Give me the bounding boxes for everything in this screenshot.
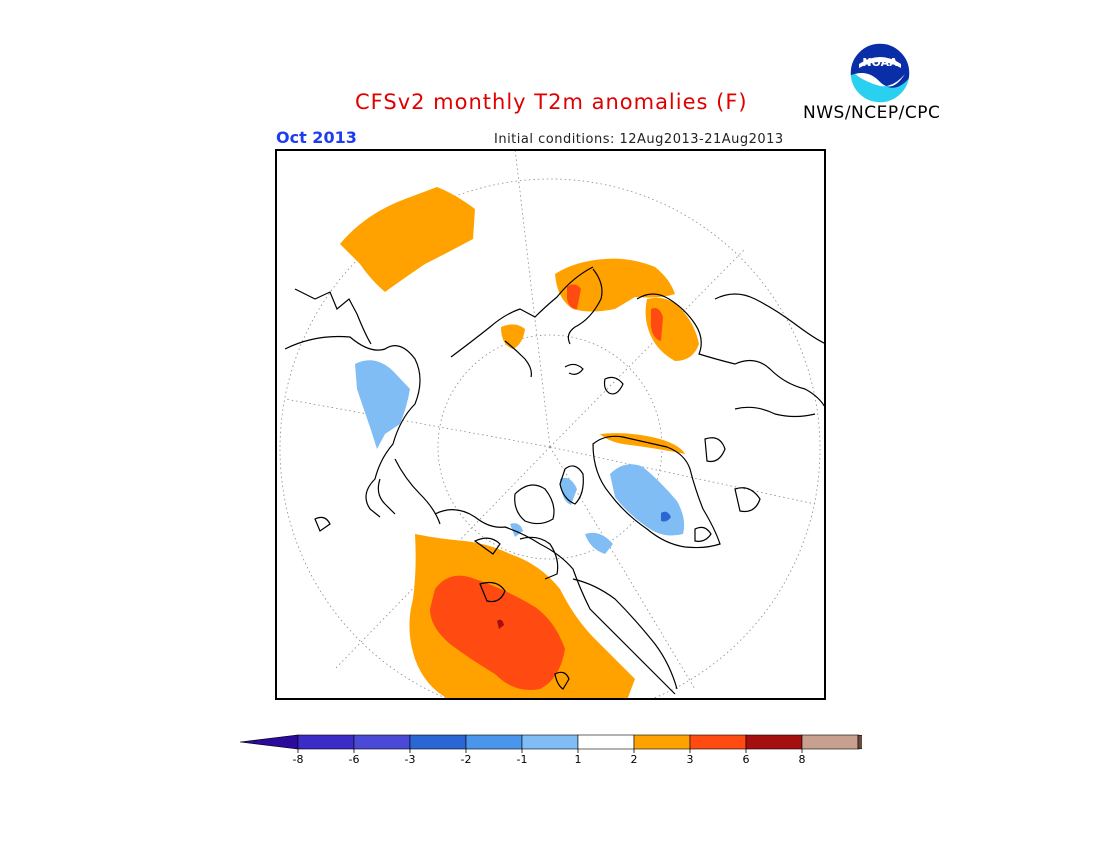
colorbar-swatch (577, 734, 635, 750)
colorbar-swatch (745, 734, 803, 750)
colorbar-tick-label: 3 (687, 753, 694, 766)
noaa-logo: NOAA (849, 42, 911, 104)
colorbar-swatch (353, 734, 411, 750)
latitude-circle-outer (279, 178, 821, 700)
anomaly-region-north-greenland-warm (600, 433, 685, 454)
colorbar-swatch (409, 734, 467, 750)
anomaly-region-scandinavia-warm-core (567, 284, 581, 309)
anomaly-region-east-asia-cool (355, 360, 410, 449)
colorbar-tick-label: -1 (517, 753, 528, 766)
colorbar-tick-label: 6 (743, 753, 750, 766)
anomaly-region-central-asia-warm (501, 324, 525, 349)
polar-map (275, 149, 826, 700)
anomaly-region-canadian-archipelago-cool (510, 477, 613, 554)
anomaly-region-western-us-warm-dark (497, 619, 504, 629)
anomaly-region-greenland-cool (610, 464, 685, 536)
anomaly-region-eastern-europe-warm-core (651, 308, 663, 341)
colorbar-tick-label: 1 (575, 753, 582, 766)
agency-label: NWS/NCEP/CPC (803, 103, 941, 123)
valid-month-label: Oct 2013 (276, 128, 357, 147)
anomaly-region-greenland-cool-core (661, 511, 671, 522)
map-frame (275, 149, 826, 700)
colorbar-arrow-below (240, 734, 299, 750)
colorbar-tick-label: 8 (799, 753, 806, 766)
anomaly-region-western-us-warm-core (430, 575, 565, 690)
colorbar-swatch (633, 734, 691, 750)
anomaly-region-eastern-siberia-warm (340, 187, 475, 292)
initial-conditions-label: Initial conditions: 12Aug2013-21Aug2013 (494, 132, 784, 147)
colorbar-swatch (689, 734, 747, 750)
coastlines (284, 266, 826, 695)
colorbar-swatch (297, 734, 355, 750)
colorbar-tick-label: -3 (405, 753, 416, 766)
colorbar-tick-label: -8 (293, 753, 304, 766)
colorbar-tick-label: -2 (461, 753, 472, 766)
colorbar-tick-label: 2 (631, 753, 638, 766)
chart-title: CFSv2 monthly T2m anomalies (F) (355, 90, 748, 114)
colorbar-arrow-above (857, 734, 862, 750)
colorbar-tick-label: -6 (349, 753, 360, 766)
colorbar-swatch (521, 734, 579, 750)
logo-text: NOAA (862, 56, 898, 69)
colorbar-swatch (801, 734, 859, 750)
colorbar-swatch (465, 734, 523, 750)
colorbar: -8 -6 -3 -2 -1 1 2 3 6 8 (240, 734, 862, 766)
